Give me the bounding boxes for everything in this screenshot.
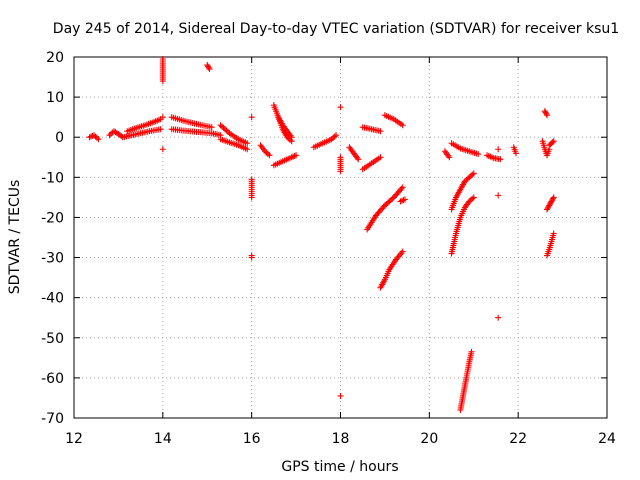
data-point (337, 392, 344, 399)
y-tick-label: -20 (41, 210, 64, 226)
data-point (550, 194, 557, 201)
x-tick-label: 16 (243, 431, 261, 447)
data-point (468, 348, 475, 355)
data-point (475, 151, 482, 158)
data-point (248, 254, 255, 261)
data-point (206, 66, 213, 73)
data-point (466, 174, 473, 181)
y-tick-label: 0 (55, 130, 64, 146)
x-tick-label: 14 (154, 431, 172, 447)
data-point (543, 110, 550, 117)
x-tick-label: 24 (598, 431, 616, 447)
data-point (384, 199, 391, 206)
data-point (266, 152, 273, 159)
chart-title: Day 245 of 2014, Sidereal Day-to-day VTE… (53, 21, 619, 37)
data-point (159, 114, 166, 121)
data-point (159, 78, 166, 85)
data-point (377, 128, 384, 135)
data-points (86, 56, 557, 413)
data-point (264, 150, 271, 157)
data-point (331, 133, 338, 140)
data-point (204, 63, 211, 70)
x-tick-label: 12 (65, 431, 83, 447)
tick-labels: 12 14 16 18 20 22 24 20 10 0 -10 -20 -30 -40 -50 -60 -70 (41, 50, 616, 447)
data-point (244, 140, 251, 147)
data-point (512, 150, 519, 157)
data-point (399, 184, 406, 191)
y-tick-label: -10 (41, 170, 64, 186)
x-tick-label: 18 (332, 431, 350, 447)
data-point (470, 194, 477, 201)
data-point (389, 195, 396, 202)
x-tick-label: 22 (509, 431, 527, 447)
grid-lines (74, 57, 607, 418)
x-tick-label: 20 (420, 431, 438, 447)
data-point (355, 156, 362, 163)
data-point (92, 133, 99, 140)
data-point (205, 64, 212, 71)
data-point (549, 139, 556, 146)
data-point (470, 170, 477, 177)
data-point (248, 194, 255, 201)
data-point (469, 195, 476, 202)
data-point (220, 124, 227, 131)
data-point (248, 114, 255, 121)
data-point (386, 198, 393, 205)
data-point (288, 134, 295, 141)
data-point (95, 136, 102, 143)
data-point (244, 146, 251, 153)
data-point (208, 124, 215, 131)
y-tick-label: -30 (41, 251, 64, 267)
data-point (383, 201, 390, 208)
data-point (497, 156, 504, 163)
data-point (293, 152, 300, 159)
data-point (446, 154, 453, 161)
y-tick-label: 20 (46, 50, 64, 66)
y-axis-label: SDTVAR / TECUs (7, 180, 23, 295)
data-point (495, 314, 502, 321)
data-point (106, 132, 113, 139)
data-point (387, 197, 394, 204)
data-point (550, 230, 557, 237)
data-point (219, 123, 226, 130)
data-point (223, 127, 230, 134)
data-point (495, 146, 502, 153)
data-point (337, 168, 344, 175)
data-point (217, 122, 224, 129)
data-point (542, 109, 549, 116)
data-point (398, 197, 405, 204)
data-point (377, 154, 384, 161)
axis-ticks (73, 56, 608, 419)
y-tick-label: -40 (41, 291, 64, 307)
y-tick-label: -70 (41, 411, 64, 427)
data-point (337, 104, 344, 111)
data-point (159, 146, 166, 153)
data-point (467, 172, 474, 179)
data-point (398, 185, 405, 192)
y-tick-label: 10 (46, 90, 64, 106)
data-point (333, 132, 340, 139)
data-point (495, 192, 502, 199)
data-point (399, 122, 406, 129)
data-point (550, 138, 557, 145)
data-point (222, 126, 229, 133)
y-tick-label: -60 (41, 371, 64, 387)
data-point (400, 197, 407, 204)
data-point (544, 112, 551, 119)
data-point (464, 175, 471, 182)
data-point (549, 195, 556, 202)
y-tick-label: -50 (41, 331, 64, 347)
data-point (380, 203, 387, 210)
x-axis-label: GPS time / hours (281, 459, 398, 475)
data-point (401, 196, 408, 203)
data-point (399, 248, 406, 255)
data-point (469, 171, 476, 178)
data-point (157, 126, 164, 133)
